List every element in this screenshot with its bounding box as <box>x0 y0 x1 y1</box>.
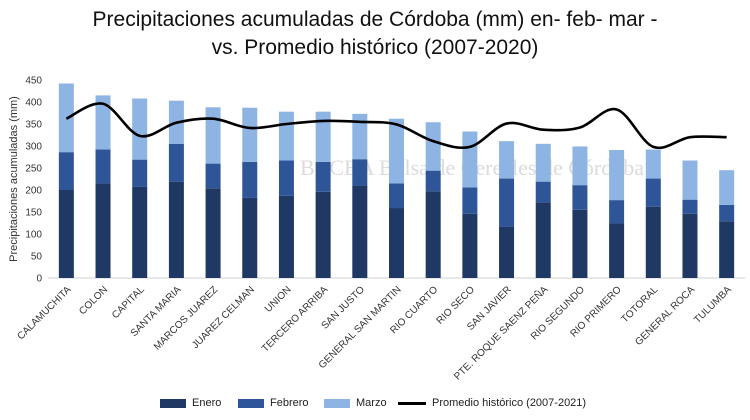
y-tick-label: 300 <box>25 142 42 153</box>
bars-group <box>58 83 735 278</box>
bar-marzo-7 <box>315 111 331 162</box>
legend-item-enero: Enero <box>160 397 221 409</box>
bar-enero-2 <box>132 186 148 278</box>
x-tick-label: UNION <box>263 284 294 315</box>
bar-febrero-11 <box>462 187 478 214</box>
x-tick-label: TULUMBA <box>692 284 734 326</box>
bar-febrero-14 <box>572 185 588 210</box>
x-tick-label: MARCOS JUAREZ <box>152 284 220 352</box>
bar-marzo-14 <box>572 146 588 186</box>
bar-marzo-16 <box>645 149 661 179</box>
legend-item-febrero: Febrero <box>238 397 309 409</box>
bar-febrero-8 <box>352 159 368 186</box>
bar-febrero-2 <box>132 159 148 187</box>
bar-enero-13 <box>535 202 551 278</box>
y-tick-label: 250 <box>25 164 42 175</box>
historic-average-line <box>65 102 727 150</box>
legend-label-febrero: Febrero <box>270 397 309 409</box>
legend: Enero Febrero Marzo Promedio histórico (… <box>0 397 750 413</box>
bar-febrero-15 <box>609 200 625 224</box>
legend-label-promedio: Promedio histórico (2007-2021) <box>432 397 587 409</box>
legend-swatch-febrero <box>238 398 264 408</box>
bar-febrero-6 <box>278 160 294 196</box>
y-tick-label: 50 <box>31 252 43 263</box>
bar-enero-1 <box>95 183 111 278</box>
bar-marzo-8 <box>352 113 368 160</box>
bar-enero-11 <box>462 213 478 278</box>
x-tick-label: COLON <box>77 284 110 317</box>
legend-item-promedio: Promedio histórico (2007-2021) <box>398 397 586 409</box>
bar-febrero-12 <box>499 178 515 227</box>
bar-enero-17 <box>682 213 698 278</box>
bar-enero-14 <box>572 209 588 278</box>
bar-febrero-3 <box>168 143 184 182</box>
legend-label-enero: Enero <box>192 397 222 409</box>
bar-febrero-7 <box>315 161 331 192</box>
bar-marzo-18 <box>719 170 735 205</box>
stacked-bar-chart: BCCBA Bolsa de Cereales de Córdoba 05010… <box>8 76 745 383</box>
bar-febrero-17 <box>682 199 698 214</box>
legend-swatch-enero <box>160 398 186 408</box>
x-tick-label: JUAREZ CELMAN <box>190 284 257 351</box>
y-tick-label: 0 <box>36 274 42 285</box>
y-axis-label: Precipitaciones acumuladas (mm) <box>8 96 20 262</box>
bar-enero-7 <box>315 191 331 278</box>
bar-marzo-9 <box>389 118 404 184</box>
y-tick-label: 350 <box>25 120 42 131</box>
bar-enero-9 <box>389 208 404 278</box>
bar-marzo-13 <box>535 143 551 182</box>
x-tick-label: TERCERO ARRIBA <box>260 284 330 354</box>
bar-enero-16 <box>645 206 661 278</box>
bar-febrero-5 <box>242 161 258 198</box>
x-tick-label: CALAMUCHITA <box>16 284 74 342</box>
bar-marzo-5 <box>242 107 258 162</box>
bar-marzo-12 <box>499 141 515 179</box>
bar-marzo-1 <box>95 95 111 150</box>
bar-febrero-13 <box>535 181 551 203</box>
bar-marzo-17 <box>682 160 698 200</box>
bar-febrero-4 <box>205 163 221 189</box>
bar-febrero-16 <box>645 178 661 207</box>
bar-febrero-1 <box>95 149 111 184</box>
bar-enero-6 <box>278 195 294 278</box>
bar-marzo-10 <box>425 122 441 171</box>
chart-title-line2: vs. Promedio histórico (2007-2020) <box>211 36 539 59</box>
y-tick-label: 200 <box>25 186 42 197</box>
bar-enero-5 <box>242 197 258 278</box>
bar-febrero-18 <box>719 204 735 222</box>
bar-enero-8 <box>352 185 368 278</box>
bar-enero-18 <box>719 221 735 278</box>
bar-enero-3 <box>168 181 184 278</box>
chart-title-line1: Precipitaciones acumuladas de Córdoba (m… <box>92 8 658 31</box>
bar-marzo-15 <box>609 149 625 201</box>
bar-febrero-9 <box>389 183 404 209</box>
bar-marzo-2 <box>132 98 148 160</box>
legend-swatch-promedio <box>398 401 426 405</box>
y-tick-label: 450 <box>25 76 42 87</box>
bar-marzo-6 <box>278 111 294 161</box>
y-tick-label: 400 <box>25 98 42 109</box>
legend-swatch-marzo <box>324 398 350 408</box>
bar-enero-4 <box>205 188 221 278</box>
bar-enero-15 <box>609 223 625 278</box>
y-axis: 0 50 100 150 200 250 300 350 400 450 Precipitacion… <box>8 76 745 285</box>
bar-enero-12 <box>499 226 515 278</box>
bar-febrero-10 <box>425 170 441 192</box>
bar-febrero-0 <box>58 152 74 190</box>
legend-item-marzo: Marzo <box>324 397 387 409</box>
bar-enero-0 <box>58 190 74 278</box>
y-tick-label: 150 <box>25 208 42 219</box>
y-tick-label: 100 <box>25 230 42 241</box>
legend-label-marzo: Marzo <box>356 397 387 409</box>
bar-marzo-4 <box>205 107 221 164</box>
x-tick-label: CAPITAL <box>110 284 147 321</box>
bar-marzo-11 <box>462 131 478 188</box>
historic-line-group <box>65 102 727 150</box>
bar-enero-10 <box>425 191 441 278</box>
